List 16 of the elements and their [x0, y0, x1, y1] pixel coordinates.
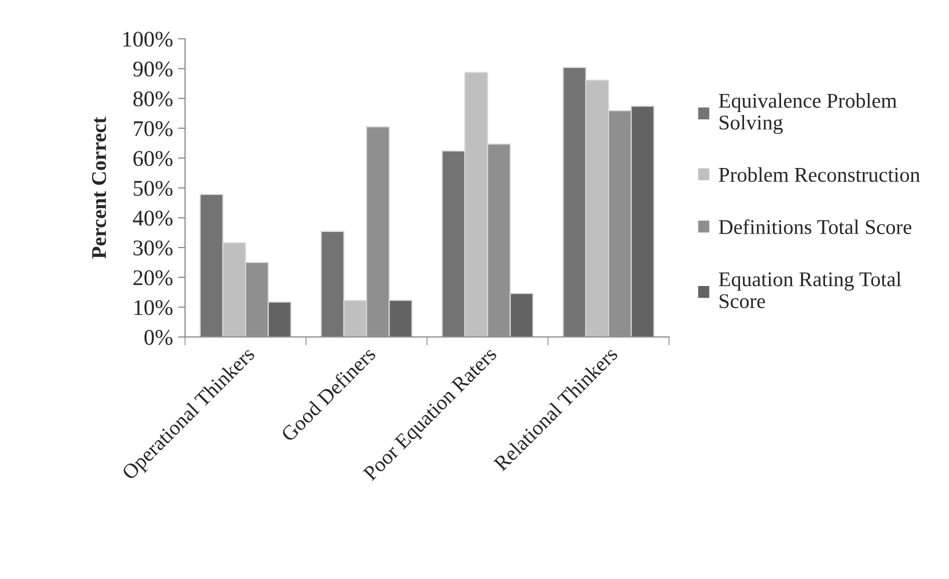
- y-tick-label: 0%: [144, 330, 172, 345]
- y-tick-label: 10%: [134, 300, 172, 316]
- legend-label: Problem Reconstruction: [718, 167, 920, 182]
- legend-label: Equation Rating Total Score: [718, 272, 902, 308]
- y-tick-label: 90%: [133, 62, 172, 77]
- y-axis-title: Percent Correct: [92, 116, 106, 259]
- y-tick-label: 70%: [134, 121, 172, 136]
- y-tick-label: 80%: [133, 91, 172, 106]
- legend-label: Equivalence Problem Solving: [718, 93, 897, 134]
- y-tick-label: 30%: [134, 240, 172, 256]
- y-tick-label: 100%: [123, 32, 172, 47]
- y-tick-label: 20%: [133, 270, 172, 286]
- y-tick-label: 40%: [132, 210, 172, 226]
- y-tick-label: 50%: [134, 180, 172, 196]
- y-tick-label: 60%: [133, 151, 172, 166]
- legend-label: Definitions Total Score: [718, 219, 912, 234]
